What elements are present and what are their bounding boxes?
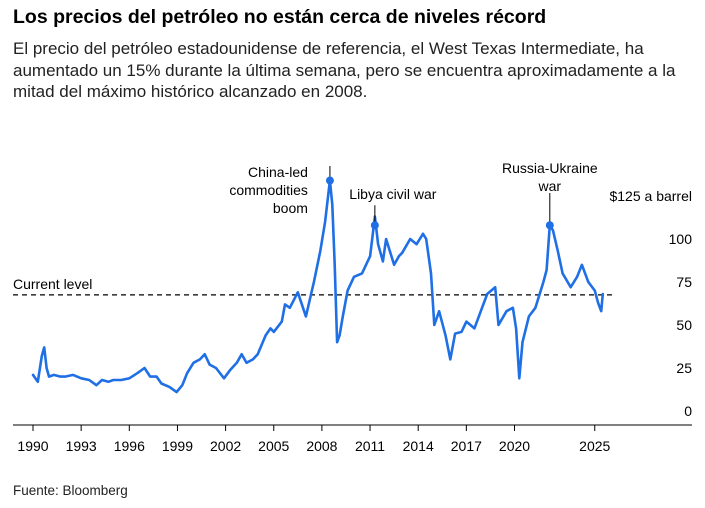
annotation-dot: [545, 221, 554, 230]
annotation: Libya civil war: [349, 186, 437, 230]
chart-title: Los precios del petróleo no están cerca …: [13, 6, 547, 28]
x-tick-label: 2017: [451, 438, 482, 454]
x-tick-label: 2011: [355, 438, 385, 454]
annotation-label: China-led commodities boom: [229, 164, 308, 216]
annotation: China-led commodities boom: [229, 164, 334, 216]
y-tick-label: 100: [669, 231, 693, 247]
y-tick-label: 75: [676, 274, 692, 290]
x-tick-label: 1990: [17, 438, 48, 454]
y-tick-label: 25: [676, 360, 692, 376]
x-tick-label: 2014: [403, 438, 434, 454]
chart-subtitle: El precio del petróleo estadounidense de…: [13, 39, 676, 101]
y-tick-label: 0: [684, 403, 692, 419]
annotation-label-line: Russia-Ukraine: [502, 160, 598, 176]
x-tick-label: 1993: [66, 438, 97, 454]
annotation: Russia-Ukraine war: [502, 160, 598, 230]
annotation-label: Libya civil war: [349, 186, 436, 202]
x-tick-label: 1999: [162, 438, 193, 454]
annotation-label-line: Libya civil war: [349, 186, 436, 202]
annotation-label-line: war: [538, 178, 562, 194]
annotation-label-line: China-led: [248, 164, 308, 180]
x-tick-label: 2020: [499, 438, 530, 454]
x-tick-label: 2025: [579, 438, 610, 454]
y-tick-label: 50: [676, 317, 692, 333]
x-tick-label: 2008: [306, 438, 337, 454]
annotation-label-line: commodities: [229, 182, 308, 198]
annotation-dot: [370, 221, 379, 230]
x-tick-label: 2002: [210, 438, 241, 454]
annotation-label: Russia-Ukraine war: [502, 160, 598, 194]
y-axis-ticks: 0 25 50 75 100: [669, 231, 693, 419]
x-tick-label: 2005: [258, 438, 289, 454]
event-annotations: China-led commodities boom Libya civil war R…: [229, 160, 598, 230]
source-note: Fuente: Bloomberg: [13, 483, 128, 498]
x-axis-ticks: 1990 1993 1996 1999 2002 2005 2008 2011 2014 2017…: [17, 425, 611, 454]
wti-price-line: [31, 179, 605, 394]
annotation-dot: [325, 176, 334, 185]
current-level-label: Current level: [13, 276, 92, 292]
y-axis-top-label: $125 a barrel: [609, 188, 692, 204]
annotation-label-line: boom: [273, 200, 308, 216]
x-tick-label: 1996: [114, 438, 145, 454]
